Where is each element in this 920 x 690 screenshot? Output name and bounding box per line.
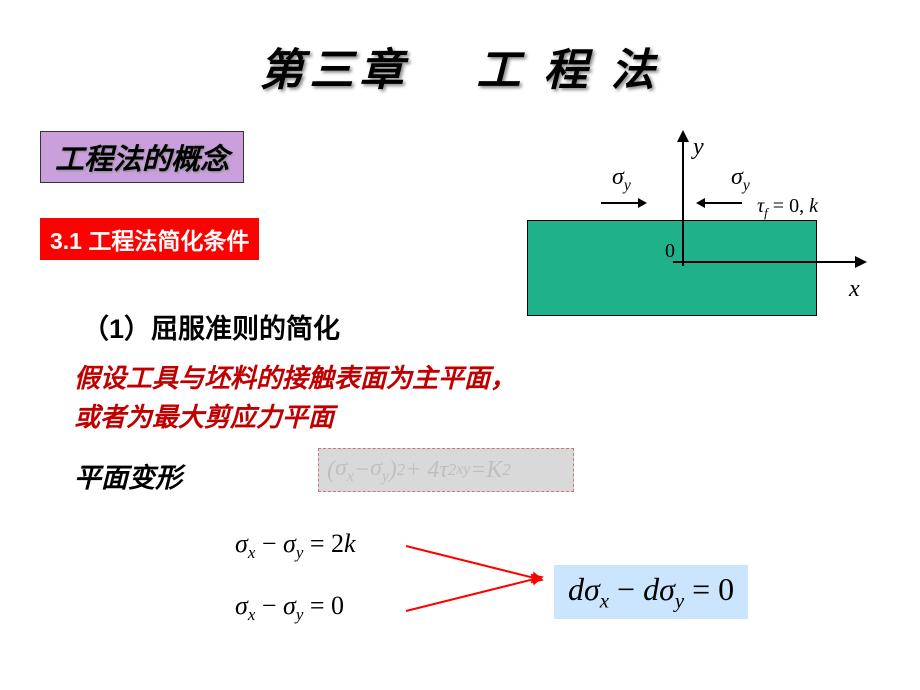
equation-2: σx − σy = 0	[235, 591, 344, 625]
sigma-y-left: σy	[612, 164, 631, 195]
assumption-line2: 或者为最大剪应力平面	[74, 403, 334, 432]
chapter-title: 第三章 工 程 法	[0, 34, 920, 98]
assumption-text: 假设工具与坯料的接触表面为主平面， 或者为最大剪应力平面	[74, 359, 516, 437]
x-axis-label: x	[849, 276, 860, 303]
stress-arrow-left	[702, 202, 742, 204]
tau-label: τf = 0, k	[757, 195, 818, 221]
main-equation: (σx − σy)2 + 4τ2xy = K2	[318, 448, 574, 492]
planar-deformation-label: 平面变形	[74, 456, 182, 495]
x-axis	[673, 261, 859, 263]
concept-heading: 工程法的概念	[40, 131, 244, 183]
y-axis	[682, 138, 684, 266]
y-axis-label: y	[693, 134, 704, 161]
subsection-1: （1）屈服准则的简化	[82, 307, 340, 346]
stress-diagram: y x 0 σy σy τf = 0, k	[527, 140, 887, 340]
result-equation: dσx − dσy = 0	[554, 565, 748, 619]
stress-arrow-right	[601, 202, 641, 204]
arrow-to-result-1	[406, 545, 537, 579]
diagram-block	[527, 220, 817, 316]
equation-1: σx − σy = 2k	[235, 529, 356, 563]
arrow-to-result-2	[406, 578, 537, 612]
section-heading: 3.1 工程法简化条件	[40, 218, 259, 260]
assumption-line1: 假设工具与坯料的接触表面为主平面，	[74, 364, 516, 393]
origin-label: 0	[665, 240, 675, 263]
sigma-y-right: σy	[731, 164, 750, 195]
